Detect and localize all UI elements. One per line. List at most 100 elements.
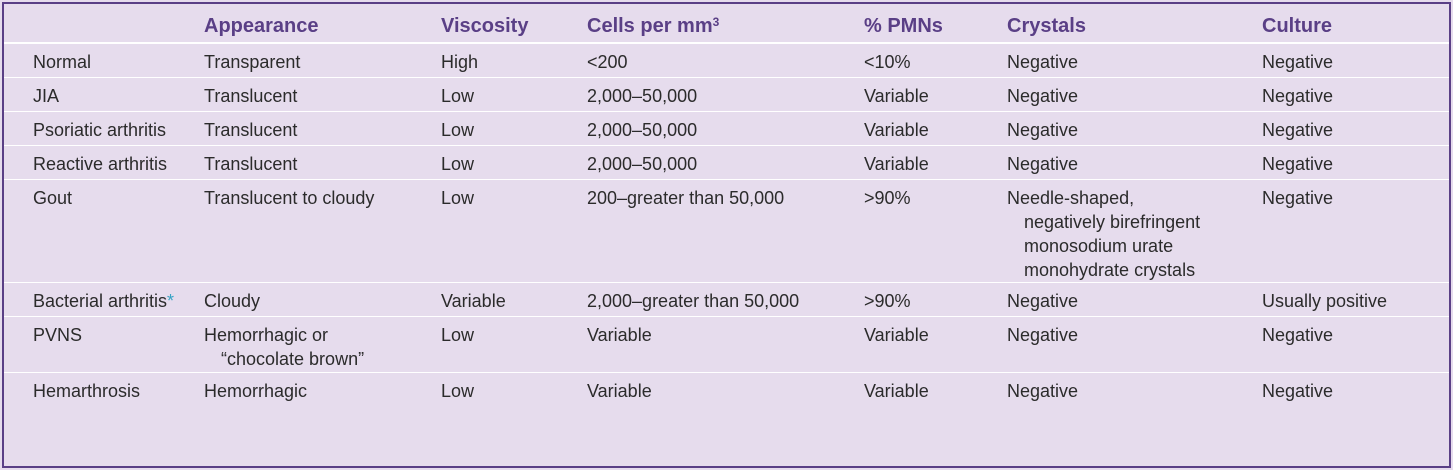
pmns-text: <10% <box>864 52 911 72</box>
appearance-line: Hemorrhagic or <box>204 325 329 345</box>
table-cell-condition: Psoriatic arthritis <box>4 112 204 146</box>
table-cell-appearance: Translucent <box>204 78 441 112</box>
table-cell-crystals: Negative <box>1007 317 1262 373</box>
appearance-line: Transparent <box>204 52 301 72</box>
viscosity-text: Low <box>441 86 475 106</box>
table-cell-viscosity: Variable <box>441 283 587 317</box>
appearance-line: Translucent <box>204 120 298 140</box>
table-cell-crystals: Negative <box>1007 112 1262 146</box>
crystals-line: Negative <box>1007 120 1079 140</box>
appearance-line: Translucent <box>204 154 298 174</box>
header-cells-label: Cells per mm <box>587 15 713 37</box>
culture-text: Usually positive <box>1262 291 1388 311</box>
table-cell-appearance: Translucent <box>204 146 441 180</box>
cells-text: 2,000–greater than 50,000 <box>587 291 800 311</box>
table-cell-crystals: Negative <box>1007 78 1262 112</box>
crystals-line: monosodium urate <box>1024 236 1174 256</box>
crystals-line: Negative <box>1007 325 1079 345</box>
table-cell-culture: Negative <box>1262 146 1449 180</box>
cells-text: Variable <box>587 381 652 401</box>
pmns-text: >90% <box>864 291 911 311</box>
crystals-line: Negative <box>1007 86 1079 106</box>
table-cell-condition: Reactive arthritis <box>4 146 204 180</box>
appearance-line: Translucent <box>204 86 298 106</box>
crystals-line: Negative <box>1007 52 1079 72</box>
table-cell-cells: Variable <box>587 373 864 410</box>
viscosity-text: Low <box>441 325 475 345</box>
cells-text: 2,000–50,000 <box>587 120 698 140</box>
table-cell-condition: Hemarthrosis <box>4 373 204 410</box>
table-cell-crystals: Negative <box>1007 373 1262 410</box>
condition-text: Psoriatic arthritis <box>33 120 167 140</box>
table-cell-viscosity: Low <box>441 317 587 373</box>
table-cell-appearance: Hemorrhagic <box>204 373 441 410</box>
culture-text: Negative <box>1262 154 1334 174</box>
table-cell-pmns: Variable <box>864 146 1007 180</box>
table-cell-condition: JIA <box>4 78 204 112</box>
pmns-text: Variable <box>864 120 929 140</box>
table-cell-pmns: Variable <box>864 78 1007 112</box>
table-cell-viscosity: Low <box>441 146 587 180</box>
appearance-line: “chocolate brown” <box>221 349 365 369</box>
table-cell-appearance: Translucent <box>204 112 441 146</box>
header-cells-superscript: 3 <box>712 15 720 29</box>
crystals-line: Needle-shaped, <box>1007 188 1135 208</box>
viscosity-text: High <box>441 52 479 72</box>
condition-text: Hemarthrosis <box>33 381 141 401</box>
crystals-line: Negative <box>1007 291 1079 311</box>
crystals-line: Negative <box>1007 381 1079 401</box>
pmns-text: Variable <box>864 86 929 106</box>
table-cell-appearance: Hemorrhagic or “chocolate brown” <box>204 317 441 373</box>
crystals-line: Negative <box>1007 154 1079 174</box>
culture-text: Negative <box>1262 86 1334 106</box>
table-cell-crystals: Negative <box>1007 146 1262 180</box>
table-cell-culture: Negative <box>1262 180 1449 283</box>
table-cell-appearance: Cloudy <box>204 283 441 317</box>
table-cell-viscosity: Low <box>441 180 587 283</box>
viscosity-text: Low <box>441 120 475 140</box>
culture-text: Negative <box>1262 381 1334 401</box>
table-grid: Appearance Viscosity Cells per mm3 % PMN… <box>4 4 1449 466</box>
pmns-text: Variable <box>864 154 929 174</box>
cells-text: 2,000–50,000 <box>587 154 698 174</box>
cells-text: 200–greater than 50,000 <box>587 188 785 208</box>
condition-text: PVNS <box>33 325 83 345</box>
appearance-line: Hemorrhagic <box>204 381 308 401</box>
table-cell-appearance: Transparent <box>204 44 441 78</box>
table-cell-viscosity: Low <box>441 373 587 410</box>
condition-text: Bacterial arthritis <box>33 291 168 311</box>
table-cell-pmns: >90% <box>864 283 1007 317</box>
header-cells: Cells per mm3 <box>587 4 864 44</box>
viscosity-text: Low <box>441 188 475 208</box>
table-cell-viscosity: Low <box>441 78 587 112</box>
table-cell-culture: Usually positive <box>1262 283 1449 317</box>
viscosity-text: Low <box>441 154 475 174</box>
header-crystals: Crystals <box>1007 4 1262 44</box>
cells-text: <200 <box>587 52 628 72</box>
cells-text: 2,000–50,000 <box>587 86 698 106</box>
table-cell-condition: Normal <box>4 44 204 78</box>
cells-text: Variable <box>587 325 652 345</box>
table-cell-appearance: Translucent to cloudy <box>204 180 441 283</box>
appearance-line: Translucent to cloudy <box>204 188 375 208</box>
table-cell-crystals: Negative <box>1007 283 1262 317</box>
table-cell-crystals: Negative <box>1007 44 1262 78</box>
table-cell-cells: 2,000–50,000 <box>587 112 864 146</box>
viscosity-text: Variable <box>441 291 506 311</box>
table-cell-culture: Negative <box>1262 317 1449 373</box>
header-condition <box>4 4 204 44</box>
table-cell-pmns: >90% <box>864 180 1007 283</box>
header-pmns: % PMNs <box>864 4 1007 44</box>
crystals-line: negatively birefringent <box>1024 212 1201 232</box>
table-cell-pmns: Variable <box>864 373 1007 410</box>
culture-text: Negative <box>1262 188 1334 208</box>
table-cell-culture: Negative <box>1262 112 1449 146</box>
table-cell-cells: 200–greater than 50,000 <box>587 180 864 283</box>
table-cell-viscosity: Low <box>441 112 587 146</box>
pmns-text: >90% <box>864 188 911 208</box>
viscosity-text: Low <box>441 381 475 401</box>
header-appearance: Appearance <box>204 4 441 44</box>
header-viscosity: Viscosity <box>441 4 587 44</box>
table-cell-cells: 2,000–50,000 <box>587 78 864 112</box>
